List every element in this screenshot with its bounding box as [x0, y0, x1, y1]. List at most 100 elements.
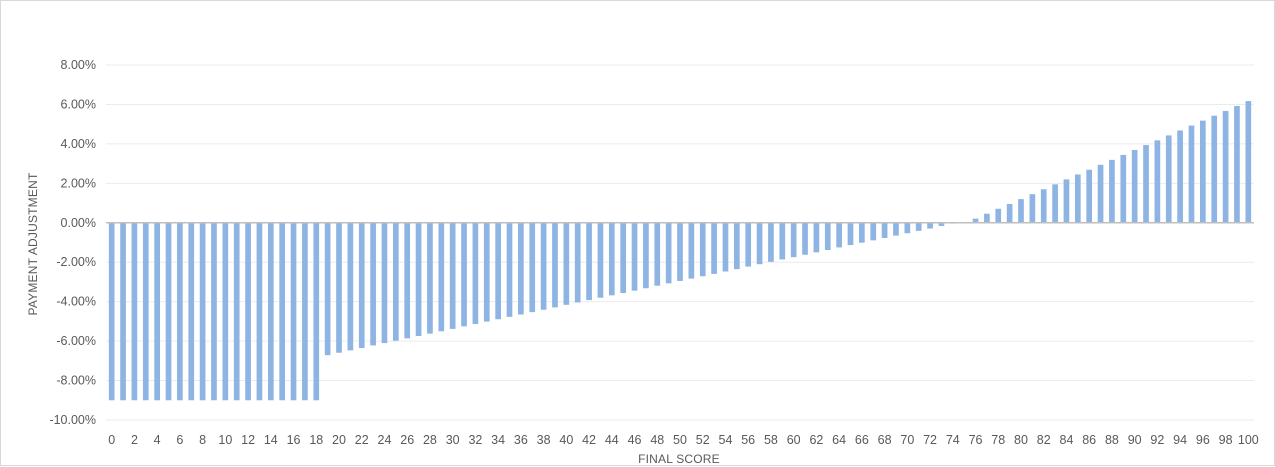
bar-score-52: [699, 222, 706, 277]
bar-score-50: [677, 222, 683, 281]
x-tick-label: 8: [199, 433, 206, 447]
bar-score-2: [131, 222, 138, 401]
bar-score-53: [711, 222, 717, 274]
x-tick-label: 38: [537, 433, 551, 447]
x-tick-label: 24: [378, 433, 392, 447]
x-tick-label: 48: [650, 433, 664, 447]
x-tick-label: 62: [809, 433, 823, 447]
x-tick-label: 6: [176, 433, 183, 447]
y-tick-label: 6.00%: [61, 97, 96, 111]
bar-score-32: [472, 222, 479, 324]
x-tick-label: 92: [1150, 433, 1164, 447]
bar-score-7: [188, 222, 195, 401]
x-tick-label: 58: [764, 433, 778, 447]
bar-score-23: [370, 222, 376, 346]
bar-score-99: [1234, 106, 1240, 223]
x-tick-label: 68: [878, 433, 892, 447]
bar-score-81: [1029, 194, 1036, 223]
bar-score-61: [802, 222, 808, 255]
x-tick-label: 36: [514, 433, 528, 447]
bar-score-65: [847, 222, 854, 246]
bar-score-68: [881, 222, 888, 238]
x-tick-label: 72: [923, 433, 937, 447]
bar-score-72: [927, 222, 933, 229]
bar-score-18: [313, 222, 320, 401]
x-tick-label: 16: [287, 433, 301, 447]
bar-score-5: [165, 222, 172, 401]
x-tick-label: 66: [855, 433, 869, 447]
bar-score-9: [211, 222, 217, 401]
x-tick-label: 76: [969, 433, 983, 447]
bar-score-86: [1086, 169, 1093, 223]
bar-score-26: [404, 222, 411, 339]
bar-score-15: [279, 222, 286, 401]
bar-score-39: [552, 222, 558, 308]
bar-score-56: [745, 222, 752, 267]
bar-score-71: [915, 222, 922, 231]
x-tick-label: 44: [605, 433, 619, 447]
bar-score-87: [1097, 164, 1104, 223]
x-tick-label: 56: [741, 433, 755, 447]
x-tick-label: 100: [1238, 433, 1259, 447]
x-tick-label: 88: [1105, 433, 1119, 447]
x-tick-label: 40: [559, 433, 573, 447]
bar-score-85: [1074, 174, 1081, 223]
x-tick-label: 82: [1037, 433, 1051, 447]
bar-score-89: [1120, 154, 1127, 223]
bar-score-14: [267, 222, 274, 401]
bar-score-92: [1154, 140, 1161, 223]
bar-score-47: [643, 222, 649, 289]
x-tick-label: 80: [1014, 433, 1028, 447]
y-tick-label: -2.00%: [56, 255, 96, 269]
x-tick-label: 22: [355, 433, 369, 447]
bar-score-40: [563, 222, 570, 305]
bar-score-90: [1131, 150, 1138, 223]
bar-score-33: [483, 222, 490, 322]
bar-score-8: [199, 222, 206, 401]
x-tick-label: 90: [1128, 433, 1142, 447]
x-tick-label: 84: [1060, 433, 1074, 447]
y-axis-ticks: 8.00% 6.00% 4.00% 2.00% 0.00% -2.00% -4.00% -6.…: [49, 58, 96, 427]
x-tick-label: 42: [582, 433, 596, 447]
bar-score-54: [722, 222, 729, 272]
x-tick-label: 0: [108, 433, 115, 447]
x-tick-label: 4: [154, 433, 161, 447]
bar-score-44: [608, 222, 615, 296]
bar-score-49: [665, 222, 672, 284]
x-axis-title: FINAL SCORE: [638, 452, 720, 466]
bar-score-36: [518, 222, 524, 315]
y-tick-label: 8.00%: [61, 58, 96, 72]
bar-score-62: [813, 222, 820, 253]
x-tick-label: 50: [673, 433, 687, 447]
bar-score-28: [427, 222, 433, 334]
bar-score-12: [245, 222, 251, 401]
bar-score-69: [893, 222, 899, 236]
bar-score-59: [779, 222, 786, 260]
y-tick-label: -4.00%: [56, 295, 96, 309]
bar-score-97: [1211, 115, 1218, 223]
bar-score-79: [1006, 204, 1013, 223]
bar-score-31: [461, 222, 467, 327]
bar-score-6: [177, 222, 183, 401]
bar-score-13: [256, 222, 263, 401]
bar-score-67: [870, 222, 877, 241]
x-tick-label: 32: [468, 433, 482, 447]
bar-score-70: [904, 222, 911, 234]
bar-score-100: [1245, 101, 1252, 223]
x-tick-label: 60: [787, 433, 801, 447]
bar-score-91: [1143, 145, 1149, 223]
x-tick-label: 2: [131, 433, 138, 447]
bar-score-51: [688, 222, 695, 279]
y-axis-title: PAYMENT ADJUSTMENT: [26, 172, 40, 315]
bar-score-63: [824, 222, 831, 250]
bar-score-37: [529, 222, 536, 313]
bar-score-64: [836, 222, 842, 248]
bar-score-95: [1188, 125, 1195, 223]
bar-score-93: [1165, 135, 1172, 223]
x-tick-label: 96: [1196, 433, 1210, 447]
bar-score-94: [1177, 130, 1183, 223]
bar-score-73: [938, 222, 945, 226]
bar-score-98: [1222, 110, 1229, 223]
bar-score-60: [790, 222, 797, 258]
